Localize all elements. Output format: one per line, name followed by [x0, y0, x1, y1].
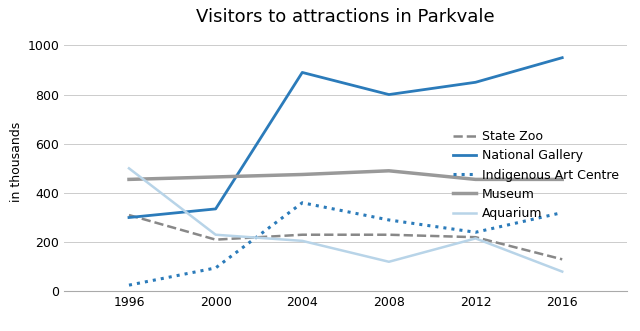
Aquarium [212, 233, 220, 237]
Museum [385, 169, 393, 173]
Y-axis label: in thousands: in thousands [10, 122, 23, 202]
State Zoo [125, 213, 133, 217]
National Gallery [125, 215, 133, 219]
State Zoo [298, 233, 306, 237]
State Zoo [212, 238, 220, 242]
Museum [558, 177, 566, 181]
National Gallery [212, 207, 220, 211]
Indigenous Art Centre [298, 201, 306, 205]
Indigenous Art Centre [385, 218, 393, 222]
Aquarium [472, 236, 479, 240]
National Gallery [298, 71, 306, 74]
Title: Visitors to attractions in Parkvale: Visitors to attractions in Parkvale [196, 8, 495, 26]
State Zoo [385, 233, 393, 237]
National Gallery [472, 80, 479, 84]
Aquarium [558, 270, 566, 274]
National Gallery [558, 56, 566, 60]
State Zoo [472, 235, 479, 239]
Aquarium [298, 239, 306, 243]
Museum [298, 172, 306, 176]
Indigenous Art Centre [212, 266, 220, 270]
Line: State Zoo: State Zoo [129, 215, 562, 259]
National Gallery [385, 93, 393, 97]
Indigenous Art Centre [125, 283, 133, 287]
Museum [472, 177, 479, 181]
Museum [212, 175, 220, 179]
Line: National Gallery: National Gallery [129, 58, 562, 217]
Line: Museum: Museum [129, 171, 562, 179]
State Zoo [558, 257, 566, 261]
Line: Aquarium: Aquarium [129, 168, 562, 272]
Museum [125, 177, 133, 181]
Indigenous Art Centre [558, 211, 566, 214]
Aquarium [125, 166, 133, 170]
Legend: State Zoo, National Gallery, Indigenous Art Centre, Museum, Aquarium: State Zoo, National Gallery, Indigenous … [453, 130, 619, 220]
Line: Indigenous Art Centre: Indigenous Art Centre [129, 203, 562, 285]
Indigenous Art Centre [472, 230, 479, 234]
Aquarium [385, 260, 393, 264]
